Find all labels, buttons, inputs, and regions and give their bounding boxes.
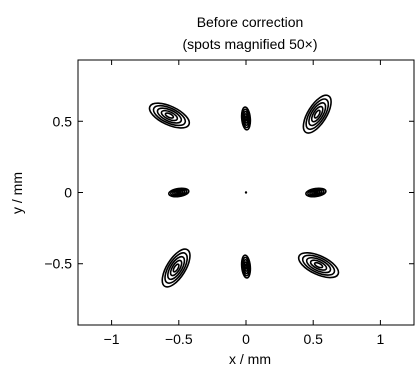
chart-title-line2: (spots magnified 50×) xyxy=(182,36,317,52)
spot-mid-right xyxy=(305,187,327,198)
spot-bottom-right xyxy=(297,251,340,279)
contour-level xyxy=(305,187,327,198)
contour-level xyxy=(243,261,249,272)
x-tick-label: −0.5 xyxy=(165,331,193,347)
y-axis-label: y / mm xyxy=(9,172,25,214)
contour-level xyxy=(169,259,183,277)
contour-level xyxy=(152,104,187,127)
contour-level xyxy=(313,261,324,269)
x-tick-label: 0.5 xyxy=(303,331,323,347)
contour-level xyxy=(241,108,251,129)
x-axis: −1 −0.5 0 0.5 1 xyxy=(104,60,385,347)
contour-level xyxy=(301,254,336,276)
y-tick-label: −0.5 xyxy=(44,256,72,272)
x-axis-label: x / mm xyxy=(229,351,271,367)
contour-level xyxy=(240,106,252,131)
spot-center xyxy=(244,191,248,194)
contour-level xyxy=(313,109,321,119)
contour-level xyxy=(160,109,179,122)
y-tick-label: 0 xyxy=(64,185,72,201)
contour-level xyxy=(302,94,332,134)
chart-title-line1: Before correction xyxy=(197,14,304,30)
contour-level xyxy=(148,102,191,129)
contour-level xyxy=(161,248,191,288)
contour-level xyxy=(305,98,330,131)
contour-level xyxy=(243,113,249,124)
spot-top-right xyxy=(302,94,332,134)
spot-bottom-left xyxy=(161,248,191,288)
contour-level xyxy=(240,254,252,279)
y-axis: −0.5 0 0.5 xyxy=(44,113,414,272)
contour-level xyxy=(168,187,190,198)
spot-mid-left xyxy=(168,187,190,198)
contour-level xyxy=(309,259,328,271)
contour-level xyxy=(164,252,188,284)
contour-level xyxy=(244,115,248,122)
contour-level xyxy=(305,256,332,274)
spot-bottom-center xyxy=(240,254,252,279)
spot-top-left xyxy=(148,102,191,129)
spot-top-center xyxy=(240,106,252,131)
contour-level xyxy=(242,110,250,127)
x-tick-label: 1 xyxy=(377,331,385,347)
contour-level xyxy=(297,251,340,279)
spot-center-dot xyxy=(244,191,248,194)
y-tick-label: 0.5 xyxy=(53,113,73,129)
contour-level xyxy=(244,263,248,270)
contour-level xyxy=(172,263,180,273)
contour-level xyxy=(308,102,327,127)
contour-spots xyxy=(148,94,340,288)
contour-level xyxy=(241,256,251,277)
contour-level xyxy=(167,255,186,281)
x-tick-label: 0 xyxy=(242,331,250,347)
contour-level xyxy=(242,258,250,275)
contour-level xyxy=(164,112,175,119)
contour-level xyxy=(310,105,324,123)
x-tick-label: −1 xyxy=(104,331,120,347)
contour-level xyxy=(156,107,183,124)
